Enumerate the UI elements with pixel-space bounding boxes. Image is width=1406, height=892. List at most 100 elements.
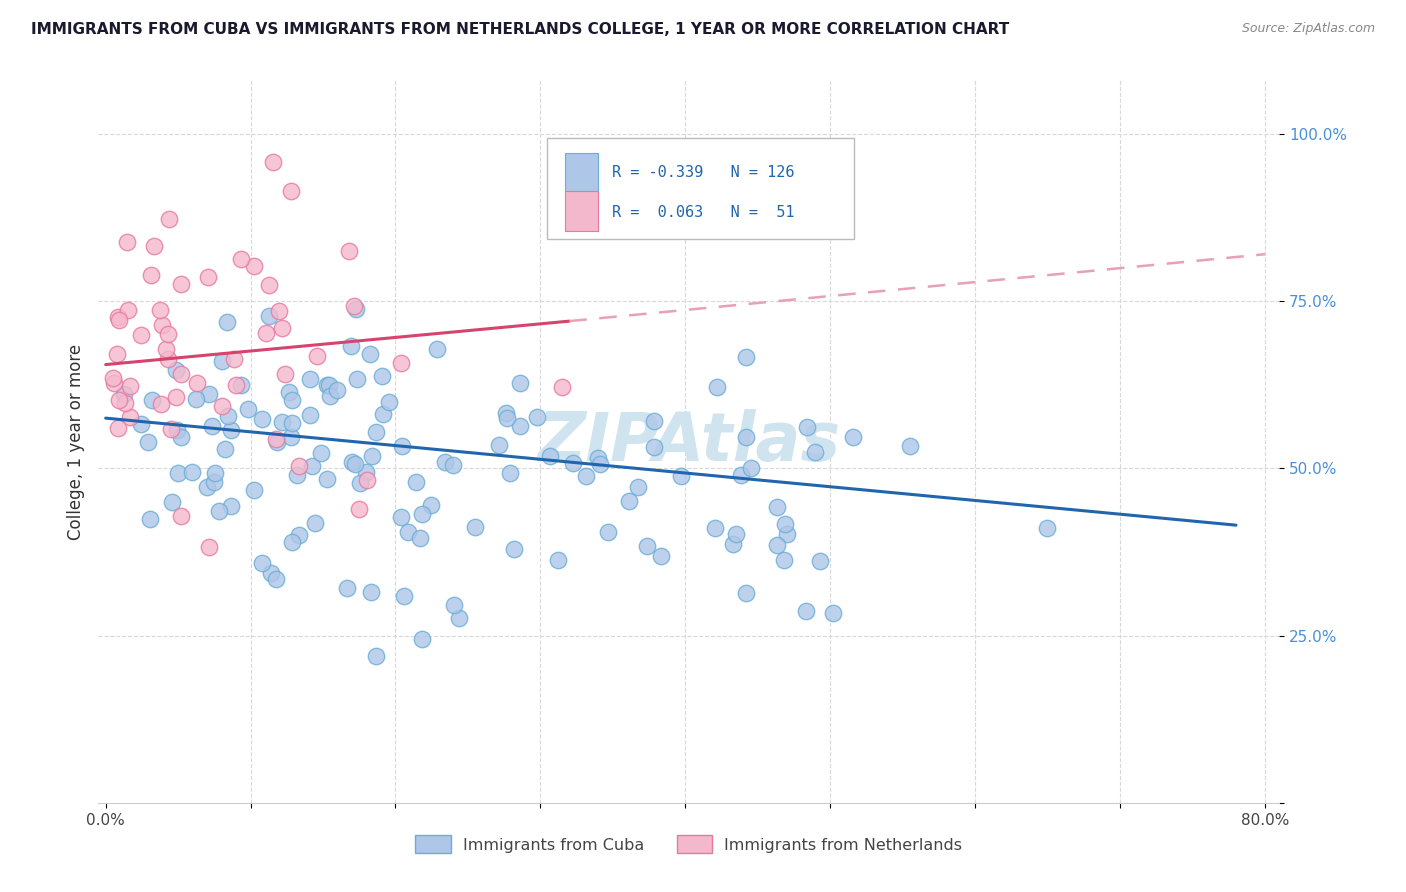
Point — [214, 442, 236, 457]
Point — [264, 433, 287, 447]
Point — [211, 354, 233, 368]
Point — [141, 268, 163, 282]
Point — [589, 457, 612, 471]
Point — [160, 422, 183, 436]
Point — [347, 502, 370, 516]
Point — [170, 508, 193, 523]
Point — [346, 302, 368, 317]
Point — [243, 259, 266, 273]
Text: R =  0.063   N =  51: R = 0.063 N = 51 — [612, 205, 794, 220]
FancyBboxPatch shape — [547, 138, 855, 239]
Point — [361, 449, 384, 463]
Point — [278, 384, 301, 399]
Point — [464, 519, 486, 533]
Point — [115, 235, 138, 249]
Point — [129, 417, 152, 431]
Point — [821, 607, 844, 621]
Point — [364, 425, 387, 439]
Point — [426, 342, 449, 356]
Point — [165, 390, 187, 404]
Point — [215, 315, 238, 329]
Point — [260, 566, 283, 580]
Point — [299, 372, 322, 386]
Point — [389, 356, 412, 370]
Point — [316, 472, 339, 486]
Point — [149, 302, 172, 317]
Point — [298, 409, 321, 423]
Point — [808, 554, 831, 568]
Point — [309, 446, 332, 460]
Point — [281, 393, 304, 408]
Point — [364, 648, 387, 663]
Point — [725, 526, 748, 541]
Point — [499, 467, 522, 481]
Point — [326, 383, 349, 397]
Point — [257, 278, 280, 293]
Point — [198, 540, 221, 554]
Point — [131, 327, 153, 342]
Point — [337, 244, 360, 258]
Point — [156, 327, 179, 342]
Point — [281, 535, 304, 549]
Point — [243, 483, 266, 498]
Point — [405, 475, 427, 489]
Point — [114, 396, 136, 410]
Point — [509, 376, 531, 390]
Point — [495, 406, 517, 420]
Point — [120, 410, 142, 425]
Point — [627, 480, 650, 494]
Point — [266, 435, 288, 450]
Point — [1036, 521, 1059, 535]
Point — [318, 377, 340, 392]
Point — [509, 418, 531, 433]
Point — [340, 339, 363, 353]
Point — [721, 537, 744, 551]
Point — [336, 582, 359, 596]
Point — [112, 386, 135, 401]
Point — [389, 510, 412, 524]
Point — [165, 362, 187, 376]
Point — [433, 454, 456, 468]
Point — [775, 527, 797, 541]
Point — [288, 458, 311, 473]
Point — [730, 467, 752, 482]
Point — [354, 465, 377, 479]
Legend: Immigrants from Cuba, Immigrants from Netherlands: Immigrants from Cuba, Immigrants from Ne… — [409, 829, 969, 860]
Point — [211, 399, 233, 413]
Point — [304, 516, 326, 531]
Point — [411, 632, 433, 646]
Point — [217, 409, 239, 423]
Point — [101, 371, 124, 385]
Point — [360, 584, 382, 599]
Point — [198, 386, 221, 401]
Point — [349, 475, 371, 490]
Point — [219, 500, 242, 514]
Point — [502, 541, 524, 556]
Point — [377, 394, 399, 409]
Point — [150, 318, 173, 332]
Point — [315, 378, 337, 392]
Point — [117, 302, 139, 317]
Point — [280, 430, 302, 444]
Point — [766, 500, 789, 514]
Point — [238, 402, 260, 417]
Point — [574, 468, 596, 483]
Point — [598, 524, 620, 539]
Point — [703, 521, 725, 535]
Point — [221, 423, 243, 437]
Point — [107, 312, 129, 326]
Point — [643, 413, 665, 427]
Point — [409, 531, 432, 545]
Point — [551, 379, 574, 393]
Point — [898, 439, 921, 453]
Point — [443, 598, 465, 612]
Point — [250, 556, 273, 570]
Point — [225, 378, 247, 392]
Point — [267, 304, 290, 318]
Point — [343, 457, 366, 471]
Point — [170, 277, 193, 291]
Point — [167, 466, 190, 480]
Point — [398, 524, 420, 539]
Point — [643, 440, 665, 454]
Point — [157, 211, 180, 226]
